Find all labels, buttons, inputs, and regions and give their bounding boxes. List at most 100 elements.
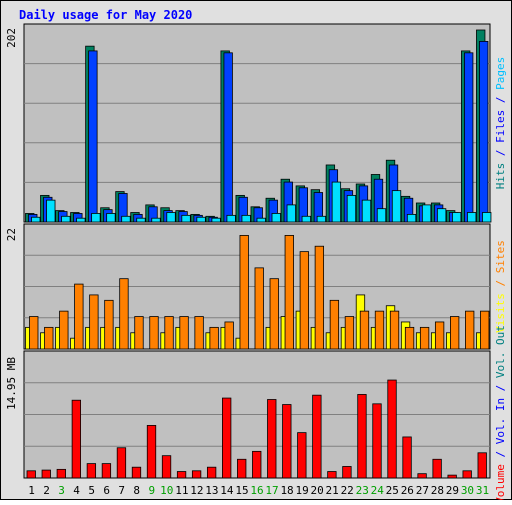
hits-bar-pages-day-22 [346, 194, 357, 223]
hits-bar-files-day-5 [88, 50, 98, 223]
hits-bar-files-day-30 [464, 52, 474, 223]
volume-bar-volume-day-12 [191, 470, 202, 479]
x-tick-label-7: 7 [118, 484, 125, 497]
volume-bar-volume-day-5 [86, 463, 97, 479]
hits-bar-pages-day-1 [31, 216, 41, 223]
volume-bar-volume-day-11 [176, 471, 187, 479]
hits-bar-pages-day-27 [421, 204, 432, 223]
volume-bar-volume-day-6 [101, 463, 112, 479]
visits-bar-sites-day-2 [44, 326, 54, 350]
hits-legend-part-3: / [494, 90, 507, 110]
x-tick-label-25: 25 [386, 484, 399, 497]
hits-bar-pages-day-3 [61, 215, 71, 223]
volume-bar-volume-day-18 [282, 404, 292, 479]
visits-bar-sites-day-3 [59, 310, 69, 350]
volume-legend-part-2: Vol. In [494, 398, 507, 444]
visits-bar-sites-day-5 [89, 294, 99, 350]
hits-bar-pages-day-14 [226, 214, 236, 223]
x-tick-label-13: 13 [205, 484, 218, 497]
visits-bar-sites-day-27 [419, 326, 430, 350]
volume-bar-volume-day-31 [477, 452, 487, 479]
volume-legend: Volume / Vol. In / Vol. Out [494, 325, 507, 500]
x-tick-label-11: 11 [175, 484, 188, 497]
x-tick-label-1: 1 [28, 484, 35, 497]
hits-bar-pages-day-19 [301, 215, 311, 223]
chart-title: Daily usage for May 2020 [19, 8, 192, 22]
hits-bar-pages-day-30 [467, 212, 477, 223]
hits-bar-pages-day-12 [196, 216, 206, 223]
volume-bar-volume-day-7 [116, 447, 127, 479]
hits-bar-pages-day-9 [151, 217, 161, 223]
visits-bar-sites-day-17 [269, 278, 279, 350]
volume-bar-volume-day-21 [327, 471, 337, 479]
visits-bar-sites-day-6 [104, 299, 114, 350]
visits-bar-sites-day-20 [314, 245, 325, 350]
visits-axis-max-label: 22 [5, 228, 18, 241]
hits-bar-pages-day-8 [136, 217, 146, 223]
hits-bar-pages-day-4 [76, 217, 86, 223]
visits-bar-sites-day-21 [329, 299, 340, 350]
volume-bar-volume-day-14 [222, 397, 232, 479]
visits-bar-sites-day-15 [239, 235, 249, 350]
hits-bar-pages-day-31 [482, 212, 492, 223]
volume-bar-volume-day-30 [462, 470, 472, 479]
visits-bar-sites-day-30 [465, 310, 475, 350]
visits-bar-sites-day-16 [254, 267, 264, 350]
volume-legend-part-1: / [494, 444, 507, 464]
visits-bar-sites-day-4 [74, 283, 84, 350]
hits-bar-files-day-14 [223, 52, 233, 223]
hits-bar-pages-day-25 [391, 190, 402, 223]
volume-bar-volume-day-20 [312, 394, 322, 479]
volume-bar-volume-day-28 [432, 458, 442, 479]
hits-bar-pages-day-23 [361, 199, 372, 223]
x-tick-label-4: 4 [73, 484, 80, 497]
hits-axis-max-label: 202 [5, 28, 18, 48]
volume-legend-part-0: Volume [494, 464, 507, 500]
visits-legend-part-0: Visits [494, 293, 507, 333]
x-tick-label-10: 10 [160, 484, 173, 497]
panel-volume: 14.95 MB Volume / Vol. In / Vol. Out [5, 325, 507, 504]
x-tick-label-16: 16 [250, 484, 263, 497]
x-tick-label-24: 24 [371, 484, 385, 497]
hits-legend-part-0: Hits [494, 163, 507, 190]
volume-bar-volume-day-27 [417, 473, 427, 479]
x-tick-label-30: 30 [461, 484, 474, 497]
visits-bar-sites-day-9 [149, 316, 159, 350]
volume-bar-volume-day-22 [342, 466, 352, 479]
x-tick-label-28: 28 [431, 484, 444, 497]
volume-bar-volume-day-19 [297, 432, 307, 479]
visits-bar-sites-day-12 [194, 316, 204, 350]
volume-bar-volume-day-3 [56, 468, 66, 479]
x-tick-label-18: 18 [280, 484, 293, 497]
volume-bar-volume-day-15 [237, 458, 247, 479]
visits-bar-sites-day-13 [209, 326, 219, 350]
x-tick-label-2: 2 [43, 484, 50, 497]
x-tick-label-9: 9 [148, 484, 155, 497]
volume-bar-volume-day-16 [252, 450, 262, 479]
hits-bar-pages-day-24 [376, 208, 387, 223]
visits-legend-part-2: Sites [494, 240, 507, 273]
volume-bar-volume-day-4 [71, 399, 81, 479]
x-tick-label-17: 17 [265, 484, 278, 497]
hits-bar-pages-day-26 [406, 213, 417, 223]
volume-axis-max-label: 14.95 MB [5, 357, 18, 410]
visits-bar-sites-day-22 [344, 316, 355, 350]
visits-bar-sites-day-10 [164, 316, 174, 350]
hits-bar-pages-day-29 [452, 212, 462, 223]
visits-bar-sites-day-28 [434, 321, 445, 350]
hits-bar-pages-day-7 [121, 215, 131, 223]
x-tick-label-22: 22 [341, 484, 354, 497]
visits-bar-sites-day-25 [389, 310, 400, 350]
visits-legend: Visits / Sites [494, 240, 507, 333]
x-tick-label-29: 29 [446, 484, 459, 497]
hits-bar-pages-day-20 [316, 215, 327, 223]
x-tick-label-23: 23 [356, 484, 369, 497]
volume-bar-volume-day-25 [387, 379, 397, 479]
visits-bar-sites-day-11 [179, 316, 189, 350]
visits-bar-sites-day-14 [224, 321, 234, 350]
visits-bar-sites-day-18 [284, 235, 294, 350]
visits-bar-sites-day-8 [134, 316, 144, 350]
x-tick-label-14: 14 [220, 484, 234, 497]
volume-bar-volume-day-2 [41, 469, 51, 479]
volume-bar-volume-day-13 [206, 466, 217, 479]
